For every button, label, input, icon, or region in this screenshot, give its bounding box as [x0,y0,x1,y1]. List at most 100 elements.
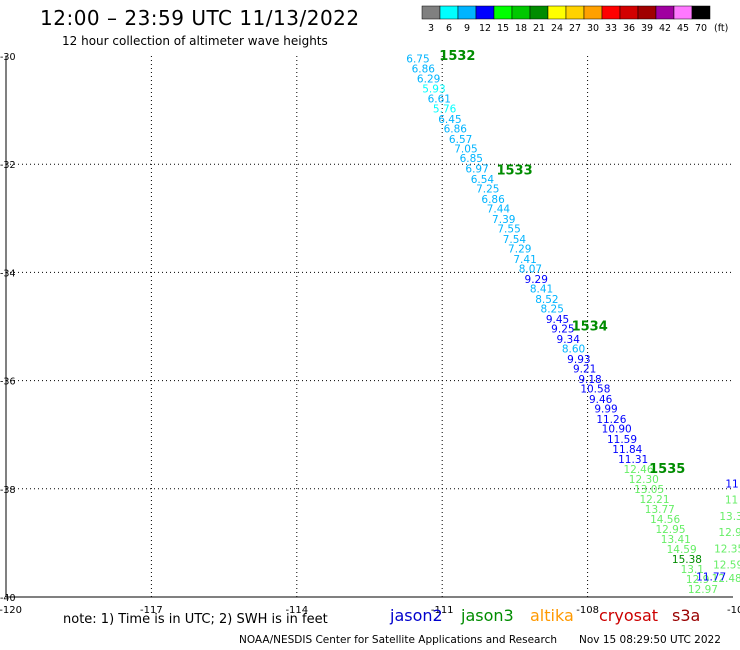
colorbar-swatch [475,5,495,20]
legend-s3a: s3a [672,606,701,625]
wave-height-value: 6.61 [428,94,451,106]
colorbar-label: 24 [551,23,563,34]
wave-height-value: 6.54 [471,174,495,186]
legend-altika: altika [530,606,574,625]
wave-height-value: 9.18 [578,374,601,386]
wave-height-value: 7.39 [492,214,515,226]
x-tick-label: -117 [140,605,163,616]
wave-height-value: 13.05 [634,484,664,496]
colorbar-label: 9 [464,23,470,34]
wave-height-value: 11.31 [618,454,648,466]
wave-height-value: 14.59 [667,544,697,556]
wave-height-value: 11 [725,478,738,490]
colorbar-label: 15 [497,23,509,34]
wave-height-value: 12.95 [655,524,685,536]
wave-height-value: 6.97 [465,164,488,176]
wave-height-value: 12.97 [688,584,718,596]
wave-height-value: 7.55 [497,224,520,236]
colorbar-swatch [601,5,621,20]
wave-height-value: 14.56 [650,514,680,526]
colorbar-swatch [655,5,675,20]
legend-cryosat: cryosat [599,606,659,625]
x-tick-label: -111 [431,605,454,616]
colorbar-unit: (ft) [714,23,728,34]
colorbar-label: 42 [659,23,671,34]
y-tick-label: -38 [0,485,16,496]
wave-height-value: 11.59 [607,434,637,446]
wave-height-value: 5.93 [422,83,445,95]
wave-height-value: 7.44 [487,204,511,216]
wave-height-value: 12.9 [718,527,740,539]
colorbar-label: 33 [605,23,617,34]
wave-height-value: 7.41 [513,254,536,266]
wave-height-value: 9.21 [573,364,596,376]
wave-height-value: 8.52 [535,294,558,306]
wave-height-value: 9.93 [567,354,590,366]
wave-height-value: 11.84 [612,444,642,456]
credit-text: NOAA/NESDIS Center for Satellite Applica… [239,634,557,646]
colorbar-label: 30 [587,23,599,34]
colorbar-label: 45 [677,23,689,34]
colorbar-swatch [619,5,639,20]
colorbar-swatch [457,5,477,20]
y-tick-label: -40 [0,593,16,604]
pass-number-label: 1533 [496,164,532,179]
y-tick-label: -30 [0,52,16,63]
colorbar-label: 39 [641,23,653,34]
colorbar-label: 36 [623,23,635,34]
wave-height-value: 6.86 [444,123,468,135]
wave-height-value: 12.30 [629,474,659,486]
colorbar-swatch [565,5,585,20]
x-tick-label: -120 [0,605,22,616]
y-tick-label: -34 [0,268,16,279]
colorbar-label: 70 [695,23,707,34]
wave-height-value: 8.07 [519,264,542,276]
wave-height-value: 9.25 [551,324,574,336]
wave-height-value: 11 [725,495,738,507]
colorbar-swatch [439,5,459,20]
y-tick-label: -32 [0,160,16,171]
wave-height-value: 10.90 [602,424,632,436]
pass-number-label: 1534 [572,320,608,335]
wave-height-value: 15.38 [672,554,702,566]
timestamp-text: Nov 15 08:29:50 UTC 2022 [579,634,721,646]
wave-height-value: 13.41 [661,534,691,546]
colorbar-label: 3 [428,23,434,34]
colorbar-swatch [421,5,441,20]
wave-height-value: 7.05 [454,144,477,156]
wave-height-value: 5.76 [433,103,457,115]
wave-height-value: 6.75 [406,54,429,66]
colorbar-swatch [493,5,513,20]
x-tick-label: -114 [285,605,308,616]
legend-jason2: jason2 [390,606,443,625]
wave-height-value: 12.59 [713,560,740,572]
legend-jason3: jason3 [461,606,514,625]
colorbar-swatch [529,5,549,20]
wave-height-value: 7.29 [508,244,531,256]
colorbar-swatch [547,5,567,20]
wave-height-value: 11.26 [596,414,626,426]
wave-height-value: 11.77 [696,571,726,583]
chart-title: 12:00 – 23:59 UTC 11/13/2022 [40,6,360,30]
wave-height-value: 8.60 [562,344,585,356]
wave-height-value: 13.1 [681,564,704,576]
wave-height-value: 9.29 [525,274,548,286]
colorbar-label: 12 [479,23,491,34]
wave-height-value: 13.77 [645,504,675,516]
wave-height-value: 8.25 [541,304,564,316]
wave-height-value: 6.86 [412,63,436,75]
footer-note: note: 1) Time is in UTC; 2) SWH is in fe… [63,612,328,627]
chart-subtitle: 12 hour collection of altimeter wave hei… [62,34,328,48]
colorbar-swatch [511,5,531,20]
colorbar-swatch [691,5,711,20]
wave-height-value: 10.58 [580,384,610,396]
wave-height-value: 6.45 [438,114,461,126]
colorbar-label: 6 [446,23,452,34]
wave-height-value: 7.25 [476,184,499,196]
wave-height-value: 12.21 [639,494,669,506]
wave-height-value: 12.35 [714,543,740,555]
wave-height-value: 6.85 [460,153,483,165]
wave-height-value: 9.45 [546,314,569,326]
wave-height-value: 9.99 [594,404,617,416]
